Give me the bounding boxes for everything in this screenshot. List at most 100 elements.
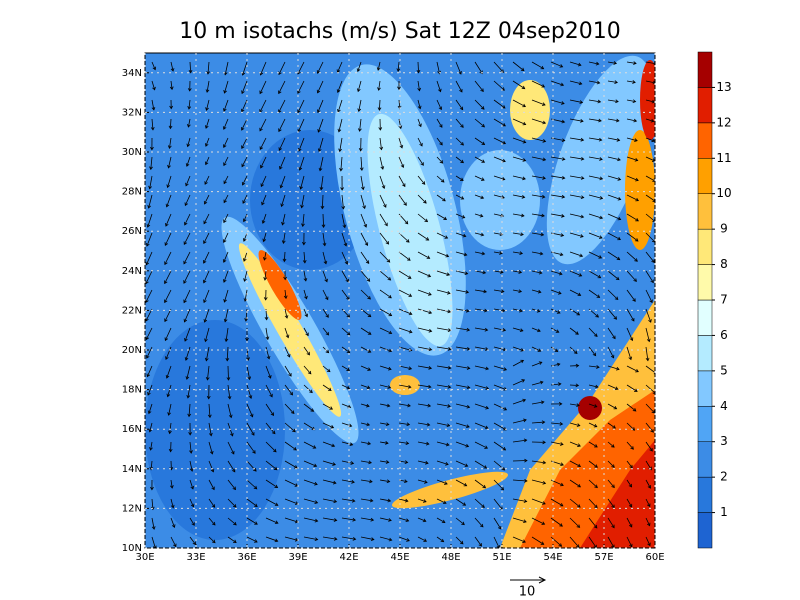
- wind-arrow-head: [462, 502, 467, 506]
- wind-arrow-head: [386, 259, 391, 263]
- wind-arrow-head: [446, 272, 451, 277]
- wind-arrow: [493, 536, 500, 548]
- wind-arrow-head: [283, 276, 288, 281]
- wind-arrow-head: [484, 445, 489, 449]
- wind-arrow: [474, 498, 485, 508]
- wind-arrow-head: [145, 261, 150, 266]
- wind-arrow: [379, 498, 391, 502]
- wind-arrow-head: [320, 205, 325, 210]
- wind-arrow: [569, 422, 580, 427]
- wind-arrow: [626, 213, 639, 222]
- wind-arrow: [149, 175, 153, 189]
- wind-arrow-head: [314, 500, 319, 504]
- wind-arrow: [203, 213, 210, 224]
- wind-arrow: [645, 517, 651, 526]
- wind-arrow: [436, 479, 448, 485]
- wind-arrow: [569, 517, 580, 528]
- wind-arrow-head: [557, 382, 562, 387]
- wind-arrow: [550, 289, 562, 295]
- colorbar-bin: [697, 87, 713, 124]
- wind-arrow: [398, 517, 409, 522]
- wind-arrow-head: [599, 176, 604, 181]
- wind-arrow: [626, 270, 637, 282]
- wind-arrow-head: [541, 521, 546, 525]
- wind-arrow: [284, 308, 288, 319]
- wind-arrow: [531, 361, 542, 367]
- wind-arrow: [512, 439, 527, 443]
- wind-arrow: [151, 99, 155, 110]
- wind-arrow-head: [595, 314, 599, 318]
- wind-arrow-head: [271, 430, 276, 435]
- wind-arrow-head: [262, 238, 267, 243]
- wind-arrow: [145, 251, 153, 265]
- wind-arrow-head: [300, 204, 304, 209]
- wind-arrow-head: [209, 450, 214, 455]
- wind-arrow-head: [576, 524, 581, 528]
- wind-arrow-head: [278, 90, 282, 95]
- wind-arrow: [569, 61, 581, 66]
- wind-arrow-head: [274, 538, 279, 543]
- wind-arrow-head: [416, 69, 421, 74]
- wind-arrow-head: [305, 332, 309, 337]
- wind-arrow-head: [576, 312, 581, 316]
- wind-arrow: [607, 384, 618, 390]
- wind-arrow: [474, 365, 489, 370]
- wind-arrow-head: [241, 163, 245, 168]
- wind-arrow: [321, 194, 324, 209]
- wind-arrow: [436, 232, 448, 239]
- wind-arrow-head: [598, 137, 603, 142]
- wind-arrow-head: [202, 279, 207, 284]
- wind-arrow: [607, 308, 617, 320]
- wind-arrow: [626, 365, 639, 373]
- wind-arrow-head: [397, 86, 401, 91]
- wind-arrow-head: [150, 146, 154, 151]
- wind-arrow: [474, 270, 486, 274]
- wind-arrow-head: [248, 395, 253, 399]
- wind-arrow-head: [646, 522, 651, 527]
- wind-arrow: [303, 289, 307, 299]
- wind-arrow-head: [613, 61, 618, 65]
- wind-arrow-head: [460, 124, 464, 128]
- wind-arrow-head: [243, 298, 248, 302]
- wind-arrow: [626, 61, 637, 64]
- wind-arrow-head: [580, 156, 585, 161]
- wind-arrow-head: [362, 205, 366, 210]
- wind-arrow-head: [297, 109, 301, 114]
- wind-arrow: [166, 365, 172, 379]
- wind-arrow-head: [579, 100, 584, 104]
- wind-arrow: [493, 289, 504, 292]
- wind-arrow: [531, 401, 544, 405]
- wind-arrow: [588, 460, 598, 468]
- wind-arrow: [493, 327, 506, 331]
- wind-arrow-head: [576, 544, 580, 548]
- wind-arrow-head: [447, 404, 451, 408]
- wind-arrow: [379, 289, 392, 299]
- wind-arrow: [645, 289, 653, 303]
- wind-arrow-head: [407, 275, 412, 279]
- wind-arrow-head: [184, 338, 188, 342]
- wind-arrow: [455, 346, 470, 350]
- wind-arrow-head: [203, 240, 207, 245]
- wind-arrow: [493, 479, 504, 491]
- wind-arrow-head: [366, 385, 371, 390]
- wind-arrow-head: [480, 232, 485, 237]
- wind-arrow: [204, 194, 210, 205]
- colorbar-label: 11: [716, 151, 731, 165]
- wind-arrow: [493, 156, 506, 162]
- wind-arrow-head: [263, 277, 268, 281]
- wind-arrow: [626, 384, 638, 392]
- wind-arrow: [322, 289, 329, 300]
- wind-arrow-head: [482, 484, 487, 489]
- wind-arrow: [512, 346, 524, 352]
- colorbar-bin: [697, 299, 713, 336]
- wind-arrow: [148, 194, 153, 209]
- wind-arrow: [398, 308, 412, 315]
- y-tick-label: 10N: [122, 543, 142, 554]
- wind-arrow: [607, 327, 616, 339]
- wind-arrow: [550, 270, 563, 275]
- wind-arrow: [626, 99, 636, 103]
- wind-arrow-head: [146, 242, 150, 247]
- wind-arrow: [151, 118, 154, 130]
- wind-arrow: [645, 327, 650, 342]
- wind-arrow-head: [204, 181, 208, 185]
